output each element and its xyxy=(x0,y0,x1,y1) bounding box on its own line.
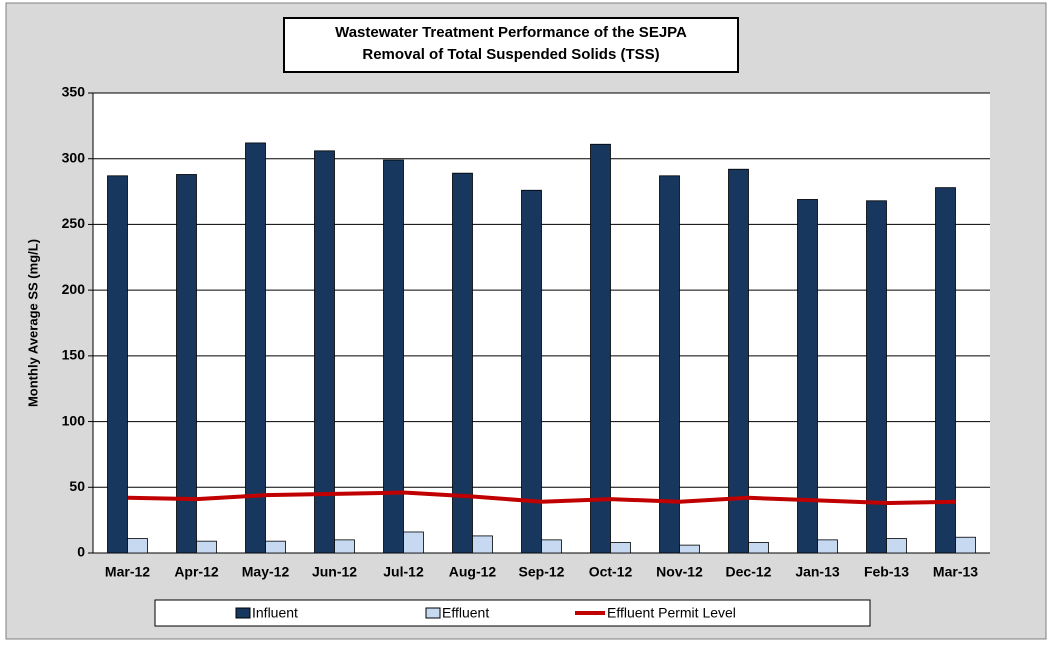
bar xyxy=(196,540,217,554)
legend-swatch xyxy=(425,607,441,619)
bar xyxy=(314,150,335,554)
y-tick-label: 300 xyxy=(62,149,86,165)
legend-label: Effluent xyxy=(442,605,489,621)
bar xyxy=(472,535,493,554)
y-tick-label: 0 xyxy=(77,544,85,560)
bar xyxy=(245,142,266,554)
x-tick-label: Dec-12 xyxy=(726,564,772,580)
legend: Influent Effluent Effluent Permit Level xyxy=(235,605,736,621)
bar xyxy=(265,540,286,554)
y-tick-label: 250 xyxy=(62,215,86,231)
x-tick-label: Aug-12 xyxy=(449,564,497,580)
x-tick-label: Oct-12 xyxy=(589,564,633,580)
legend-label: Influent xyxy=(252,605,298,621)
bar xyxy=(452,172,473,554)
y-tick-label: 150 xyxy=(62,347,86,363)
x-tick-label: Jun-12 xyxy=(312,564,357,580)
chart-title: Removal of Total Suspended Solids (TSS) xyxy=(362,46,659,63)
x-tick-label: May-12 xyxy=(242,564,290,580)
y-tick-label: 50 xyxy=(69,478,85,494)
title-box xyxy=(283,17,739,73)
legend-swatch xyxy=(235,607,251,619)
x-tick-label: Nov-12 xyxy=(656,564,703,580)
bar xyxy=(866,200,887,554)
y-axis-label: Monthly Average SS (mg/L) xyxy=(25,239,40,407)
x-tick-label: Jul-12 xyxy=(383,564,424,580)
bar xyxy=(383,159,404,554)
x-tick-label: Mar-13 xyxy=(933,564,978,580)
bar xyxy=(659,175,680,554)
x-tick-label: Mar-12 xyxy=(105,564,150,580)
legend-box xyxy=(154,599,871,627)
bar xyxy=(176,174,197,554)
bar xyxy=(541,539,562,554)
y-tick-label: 350 xyxy=(62,84,86,100)
chart-title: Wastewater Treatment Performance of the … xyxy=(335,24,687,41)
bar xyxy=(334,539,355,554)
bar xyxy=(817,539,838,554)
y-tick-label: 200 xyxy=(62,281,86,297)
bar xyxy=(107,175,128,554)
bar xyxy=(797,199,818,554)
line xyxy=(127,490,956,506)
bar xyxy=(127,538,148,554)
bar xyxy=(679,544,700,554)
bar xyxy=(590,143,611,554)
bar xyxy=(728,168,749,554)
x-tick-label: Feb-13 xyxy=(864,564,909,580)
bar xyxy=(935,187,956,554)
bar xyxy=(403,531,424,554)
bar xyxy=(610,542,631,554)
bar xyxy=(748,542,769,554)
x-tick-label: Sep-12 xyxy=(519,564,565,580)
x-tick-label: Jan-13 xyxy=(795,564,840,580)
y-tick-label: 100 xyxy=(62,412,86,428)
bar xyxy=(955,536,976,554)
bar xyxy=(886,538,907,554)
bar xyxy=(521,189,542,554)
legend-label: Effluent Permit Level xyxy=(607,605,736,621)
x-tick-label: Apr-12 xyxy=(174,564,219,580)
